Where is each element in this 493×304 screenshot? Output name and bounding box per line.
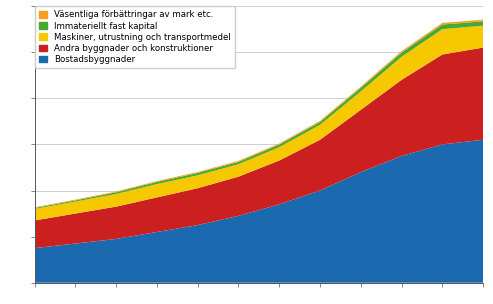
Legend: Väsentliga förbättringar av mark etc., Immateriellt fast kapital, Maskiner, utru: Väsentliga förbättringar av mark etc., I… [35, 6, 235, 68]
